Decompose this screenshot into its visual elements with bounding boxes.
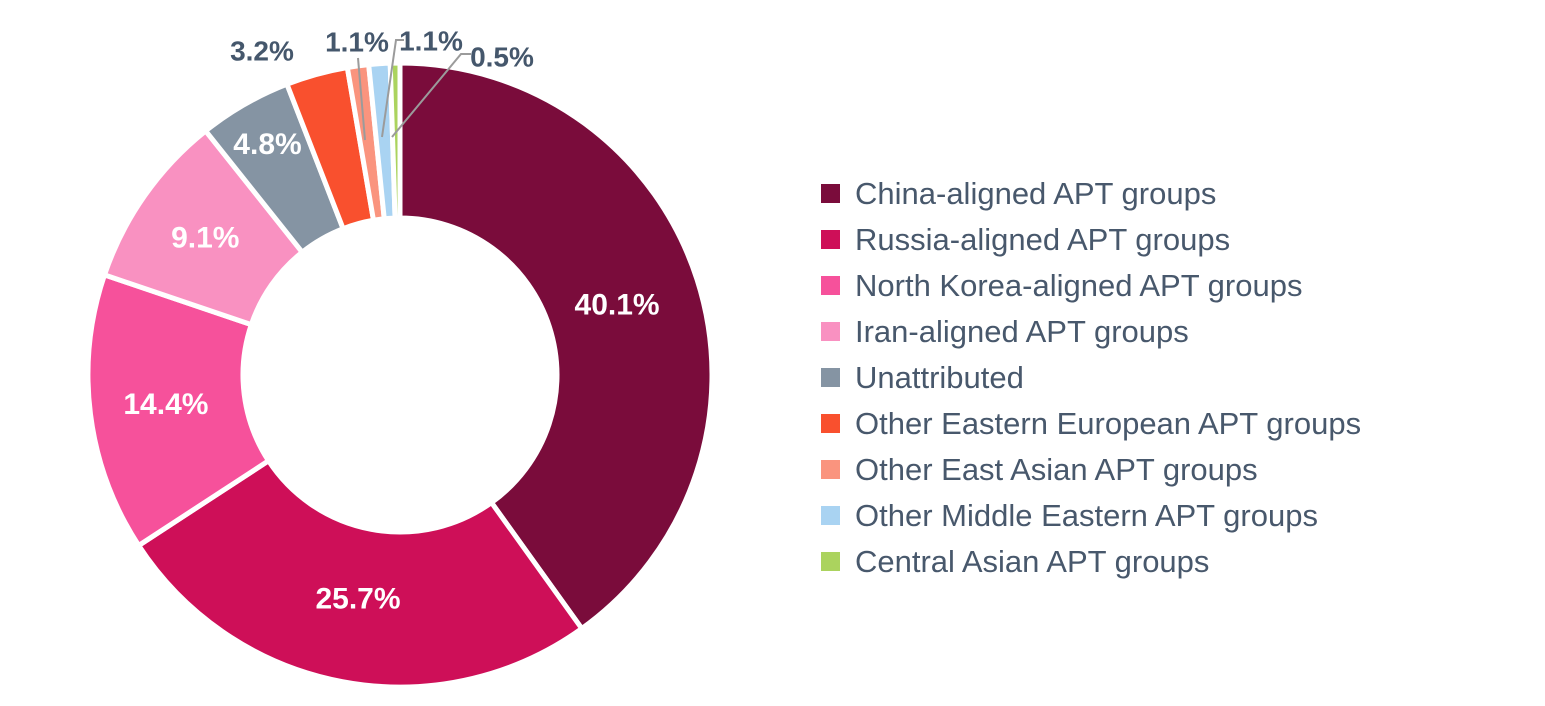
slice-value-label-central-asian-apt-groups: 0.5%: [470, 42, 534, 73]
legend-swatch: [821, 459, 840, 479]
legend-item-other-eastern-european-apt-groups: Other Eastern European APT groups: [821, 400, 1361, 446]
legend-swatch: [821, 551, 840, 571]
slice-value-label-other-middle-eastern-apt-groups: 1.1%: [399, 26, 463, 57]
slice-value-label-north-korea-aligned-apt-groups: 14.4%: [123, 388, 208, 421]
pie-slice-russia-aligned-apt-groups: [136, 458, 585, 690]
slice-value-label-unattributed: 4.8%: [233, 128, 301, 161]
leader-line-other-middle-eastern-apt-groups: [381, 39, 404, 138]
legend-swatch: [821, 367, 840, 387]
legend: China-aligned APT groups Russia-aligned A…: [821, 170, 1361, 584]
legend-label: North Korea-aligned APT groups: [855, 267, 1303, 303]
legend-item-china-aligned-apt-groups: China-aligned APT groups: [821, 170, 1361, 216]
legend-swatch: [821, 229, 840, 249]
legend-item-other-middle-eastern-apt-groups: Other Middle Eastern APT groups: [821, 492, 1361, 538]
slice-value-label-iran-aligned-apt-groups: 9.1%: [171, 222, 239, 255]
legend-label: Iran-aligned APT groups: [855, 313, 1189, 349]
legend-item-iran-aligned-apt-groups: Iran-aligned APT groups: [821, 308, 1361, 354]
legend-swatch: [821, 321, 840, 341]
legend-label: Other East Asian APT groups: [855, 451, 1258, 487]
legend-item-central-asian-apt-groups: Central Asian APT groups: [821, 538, 1361, 584]
leader-line-central-asian-apt-groups: [391, 53, 471, 138]
legend-label: Russia-aligned APT groups: [855, 221, 1231, 257]
legend-swatch: [821, 505, 840, 525]
legend-label: Other Eastern European APT groups: [855, 405, 1362, 441]
pie-slice-north-korea-aligned-apt-groups: [85, 272, 272, 548]
slice-value-label-china-aligned-apt-groups: 40.1%: [575, 289, 660, 322]
legend-swatch: [821, 413, 840, 433]
legend-label: Other Middle Eastern APT groups: [855, 497, 1318, 533]
legend-swatch: [821, 275, 840, 295]
legend-label: Unattributed: [855, 359, 1024, 395]
slice-value-label-russia-aligned-apt-groups: 25.7%: [315, 583, 400, 616]
leader-line-other-east-asian-apt-groups: [357, 57, 366, 141]
legend-item-russia-aligned-apt-groups: Russia-aligned APT groups: [821, 216, 1361, 262]
legend-label: Central Asian APT groups: [855, 543, 1210, 579]
legend-item-north-korea-aligned-apt-groups: North Korea-aligned APT groups: [821, 262, 1361, 308]
slice-value-label-other-east-asian-apt-groups: 1.1%: [325, 27, 389, 58]
legend-item-other-east-asian-apt-groups: Other East Asian APT groups: [821, 446, 1361, 492]
legend-swatch: [821, 183, 840, 203]
slice-value-label-other-eastern-european-apt-groups: 3.2%: [230, 36, 294, 67]
donut-chart: 40.1%25.7%14.4%9.1%4.8%3.2% 1.1% 1.1%0.5%: [85, 26, 715, 690]
legend-label: China-aligned APT groups: [855, 175, 1217, 211]
pie-slice-china-aligned-apt-groups: [397, 60, 715, 632]
legend-item-unattributed: Unattributed: [821, 354, 1361, 400]
